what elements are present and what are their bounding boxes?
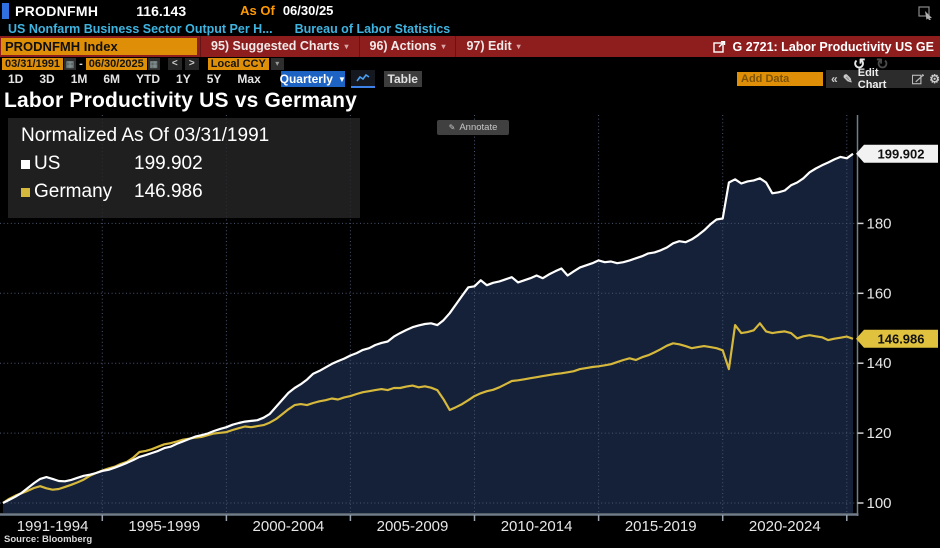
chart-annotate-icon[interactable] [912,73,925,85]
us-series-value: 199.902 [134,153,203,174]
frequency-select[interactable]: Quarterly ▼ [279,71,346,87]
date-range-bar: 03/31/1991 ▦ - 06/30/2025 ▦ < > Local CC… [0,57,940,70]
currency-select[interactable]: Local CCY [207,57,269,70]
us-last-value-badge [856,144,938,163]
germany-series-value: 146.986 [134,181,203,202]
security-description-bar: US Nonfarm Business Sector Output Per H.… [0,21,940,36]
annotate-button[interactable]: ✎ Annotate [437,120,509,135]
date-separator: - [79,57,83,70]
legend-row-germany: Germany 146.986 [8,181,360,203]
security-input[interactable]: PRODNFMH Index [1,38,197,55]
calendar-icon[interactable]: ▦ [64,57,77,70]
chart-legend: Normalized As Of 03/31/1991 US 199.902 G… [8,118,360,218]
saved-chart-id[interactable]: G 2721: Labor Productivity US GE [712,40,940,54]
prev-range-button[interactable]: < [167,57,182,70]
table-button[interactable]: Table [383,71,422,87]
y-tick-label-100: 100 [867,495,892,512]
end-date-input[interactable]: 06/30/2025 [85,57,147,70]
legend-row-us: US 199.902 [8,153,360,175]
y-tick-label-180: 180 [867,215,892,232]
germany-last-value-badge-text: 146.986 [878,331,925,346]
us-last-value-badge-text: 199.902 [878,146,925,161]
chevron-down-icon: ▾ [441,42,446,51]
chevron-down-icon: ▼ [337,74,346,84]
x-label-2000-2004: 2000-2004 [253,518,325,535]
x-label-1995-1999: 1995-1999 [128,518,200,535]
chart-title: Labor Productivity US vs Germany [4,89,358,112]
calendar-icon[interactable]: ▦ [147,57,160,70]
pencil-icon: ✎ [448,123,456,132]
germany-series-swatch [21,187,30,197]
actions-button[interactable]: 96) Actions ▾ [358,36,456,57]
period-1y[interactable]: 1Y [176,72,191,86]
chevron-down-icon: ▾ [516,42,521,51]
period-1m[interactable]: 1M [70,72,88,86]
x-label-2010-2014: 2010-2014 [501,518,573,535]
chevron-down-icon: ▾ [344,42,349,51]
suggested-charts-button[interactable]: 95) Suggested Charts ▾ [200,36,359,57]
undo-icon[interactable]: ↺ [853,56,866,73]
x-label-2020-2024: 2020-2024 [749,518,821,535]
legend-header: Normalized As Of 03/31/1991 [21,125,270,146]
open-chart-icon [712,40,725,53]
quote-bar: PRODNFMH 116.143 As Of 06/30/25 [0,0,940,21]
productivity-chart-plot[interactable]: 100 120 140 160 180 1991-1994 1995-1999 2000-20… [0,115,940,548]
x-label-2015-2019: 2015-2019 [625,518,697,535]
us-series-label: US [34,153,61,174]
add-data-input[interactable]: Add Data [737,72,823,86]
red-menu-bar: PRODNFMH Index 95) Suggested Charts ▾ 96)… [0,36,940,57]
as-of-date: 06/30/25 [282,3,334,18]
currency-dropdown-icon[interactable]: ▾ [270,57,284,70]
pointer-icon [918,6,932,20]
data-provider: Bureau of Labor Statistics [294,21,451,36]
period-max[interactable]: Max [237,72,261,86]
period-toolbar: 1D 3D 1M 6M YTD 1Y 5Y Max Quarterly ▼ Tab… [0,70,940,88]
y-tick-label-160: 160 [867,285,892,302]
edit-chart-button[interactable]: Edit Chart [857,67,887,91]
source-credit: Source: Bloomberg [4,534,93,545]
edit-button[interactable]: 97) Edit ▾ [455,36,530,57]
start-date-input[interactable]: 03/31/1991 [2,57,64,70]
gear-icon[interactable]: ⚙ [929,72,940,86]
germany-series-label: Germany [34,181,113,202]
x-label-1991-1994: 1991-1994 [17,518,89,535]
last-value: 116.143 [136,2,187,19]
pencil-icon: ✎ [842,72,853,86]
us-area-fill [3,153,853,514]
germany-line [2,322,854,504]
security-marker [2,2,9,19]
collapse-icon[interactable]: « [831,72,838,86]
period-6m[interactable]: 6M [103,72,121,86]
y-tick-label-140: 140 [867,355,892,372]
as-of-label: As Of [240,3,275,18]
germany-last-value-badge [856,329,938,348]
period-3d[interactable]: 3D [39,72,55,86]
period-ytd[interactable]: YTD [136,72,161,86]
security-description: US Nonfarm Business Sector Output Per H.… [8,21,273,36]
y-tick-label-120: 120 [867,425,892,442]
edit-chart-strip: « ✎ Edit Chart ⚙ [826,67,940,91]
redo-icon[interactable]: ↻ [876,56,889,73]
chart-type-button[interactable] [350,70,375,88]
period-5y[interactable]: 5Y [206,72,222,86]
x-label-2005-2009: 2005-2009 [377,518,449,535]
next-range-button[interactable]: > [184,57,199,70]
us-series-swatch [21,159,30,169]
period-1d[interactable]: 1D [8,72,24,86]
line-chart-icon [356,73,370,81]
ticker-symbol: PRODNFMH [15,2,99,19]
us-line [2,152,854,504]
